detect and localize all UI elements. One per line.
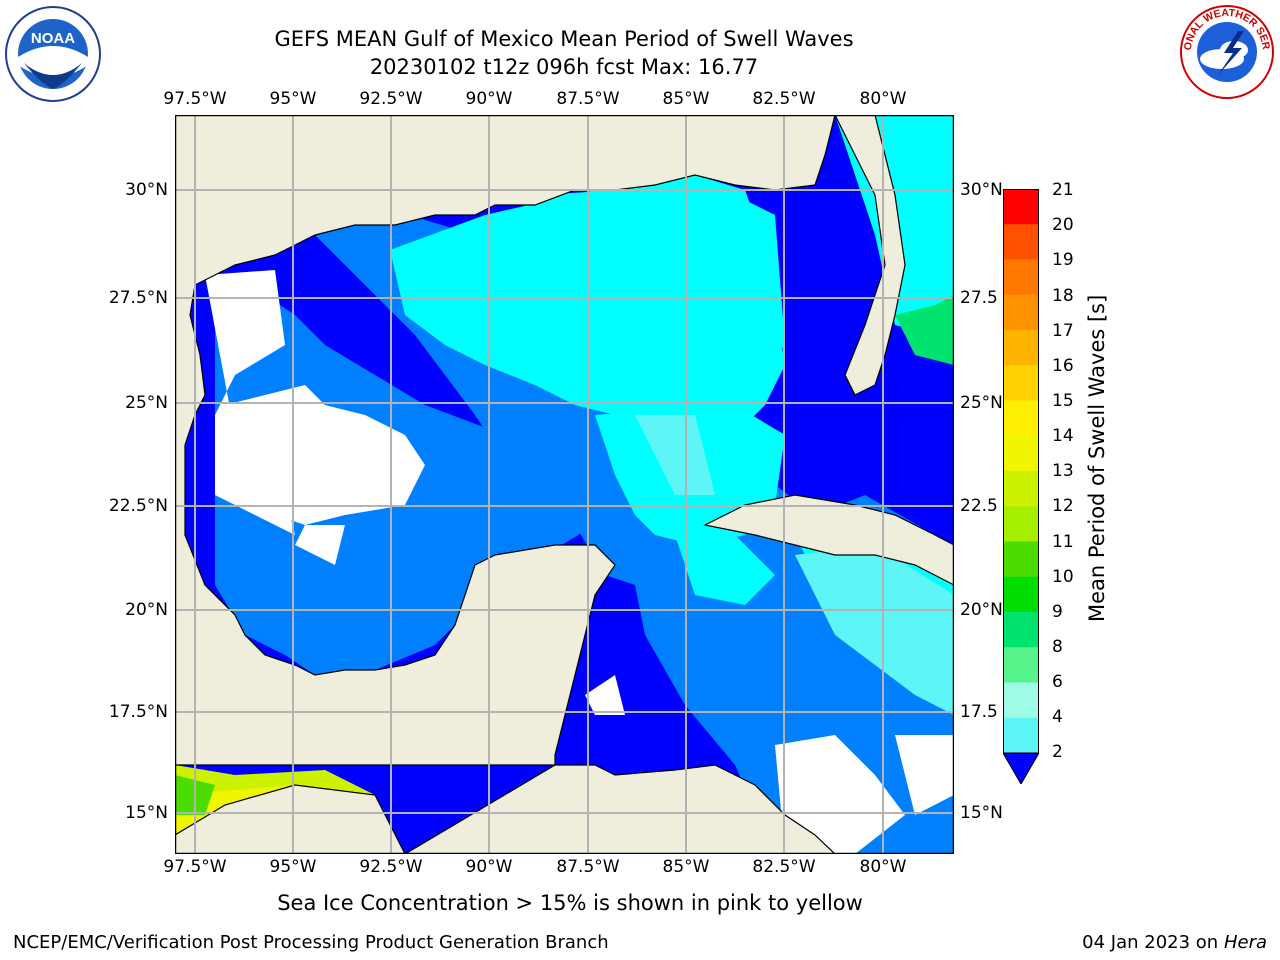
map-subtitle: 20230102 t12z 096h fcst Max: 16.77 (369, 55, 759, 79)
land-central-america (174, 764, 837, 855)
land-florida (834, 114, 906, 396)
lon-label-bottom: 97.5°W (163, 857, 227, 877)
colorbar-tick: 16 (1052, 356, 1074, 376)
colorbar-tick: 2 (1052, 742, 1063, 762)
colorbar-tick: 17 (1052, 321, 1074, 341)
noaa-logo-text: NOAA (31, 30, 75, 47)
lat-label-right: 20°N (960, 600, 1003, 620)
lat-label-left: 27.5°N (108, 288, 168, 308)
colorbar-segment (1003, 506, 1039, 542)
colorbar-tick: 15 (1052, 391, 1074, 411)
colorbar-extension (1002, 752, 1040, 785)
lon-label-top: 82.5°W (752, 89, 816, 109)
colorbar-tick: 8 (1052, 637, 1063, 657)
colorbar-segment (1003, 294, 1039, 331)
lon-label-bottom: 85°W (662, 857, 710, 877)
colorbar-segment (1003, 435, 1039, 472)
lat-label-left: 22.5°N (108, 496, 168, 516)
lon-label-top: 92.5°W (359, 89, 423, 109)
colorbar-tick: 18 (1052, 286, 1074, 306)
nws-logo: NATIONAL WEATHER SERVICE (1174, 0, 1276, 101)
map-svg (174, 114, 955, 855)
nodata-south-1 (775, 735, 905, 854)
map-frame (174, 114, 955, 855)
colorbar-tick: 13 (1052, 461, 1074, 481)
map-plot (174, 114, 955, 855)
lon-label-bottom: 92.5°W (359, 857, 423, 877)
footer-host: Hera (1223, 932, 1267, 953)
lon-label-top: 90°W (465, 89, 513, 109)
lon-label-top: 95°W (269, 89, 317, 109)
lon-label-bottom: 87.5°W (556, 857, 620, 877)
colorbar-segment (1003, 330, 1039, 366)
swell-4s-region-central (295, 205, 954, 854)
colorbar-segment (1003, 259, 1039, 296)
colorbar-segment (1003, 224, 1039, 260)
colorbar-tick: 9 (1052, 602, 1063, 622)
lat-label-left: 30°N (125, 180, 168, 200)
swell-10s-patch (895, 295, 954, 365)
map-gridlines (175, 115, 954, 854)
colorbar-tick: 10 (1052, 567, 1074, 587)
colorbar-label: Mean Period of Swell Waves [s] (1085, 294, 1109, 622)
colorbar (1002, 189, 1040, 785)
colorbar-tick: 14 (1052, 426, 1074, 446)
lon-label-top: 85°W (662, 89, 710, 109)
colorbar-segment (1003, 400, 1039, 437)
colorbar-tick: 20 (1052, 215, 1074, 235)
colorbar-tick: 6 (1052, 672, 1063, 692)
nodata-west-1 (205, 270, 295, 535)
colorbar-segment (1003, 471, 1039, 507)
lat-label-left: 20°N (125, 600, 168, 620)
lat-label-left: 25°N (125, 393, 168, 413)
colorbar-tick: 21 (1052, 180, 1074, 200)
colorbar-segment (1003, 576, 1039, 613)
lat-label-right: 22.5 (960, 496, 998, 516)
footer-credit: NCEP/EMC/Verification Post Processing Pr… (13, 932, 609, 953)
colorbar-frame (1003, 189, 1039, 754)
lat-label-right: 30°N (960, 180, 1003, 200)
colorbar-segment (1003, 612, 1039, 648)
colorbar-segment (1003, 647, 1039, 683)
footer-date-text: 04 Jan 2023 on (1082, 932, 1224, 953)
noaa-logo: NOAA (4, 5, 102, 103)
lat-label-right: 15°N (960, 803, 1003, 823)
swell-8s-streak (635, 415, 715, 495)
colorbar-tick: 4 (1052, 707, 1063, 727)
lon-label-top: 80°W (859, 89, 907, 109)
lon-label-top: 87.5°W (556, 89, 620, 109)
colorbar-svg (1002, 189, 1040, 785)
colorbar-segment (1003, 682, 1039, 719)
colorbar-tick: 12 (1052, 496, 1074, 516)
lon-label-bottom: 90°W (465, 857, 513, 877)
colorbar-segment (1003, 717, 1039, 754)
lat-label-right: 27.5 (960, 288, 998, 308)
lon-label-top: 97.5°W (163, 89, 227, 109)
lon-label-bottom: 82.5°W (752, 857, 816, 877)
footer-date: 04 Jan 2023 on Hera (1082, 932, 1267, 953)
colorbar-segment (1003, 541, 1039, 578)
sea-ice-caption: Sea Ice Concentration > 15% is shown in … (277, 891, 863, 915)
colorbar-tick: 11 (1052, 532, 1074, 552)
lat-label-left: 15°N (125, 803, 168, 823)
colorbar-segment (1003, 365, 1039, 401)
lat-label-right: 17.5 (960, 702, 998, 722)
lat-label-left: 17.5°N (108, 702, 168, 722)
map-title: GEFS MEAN Gulf of Mexico Mean Period of … (274, 27, 854, 51)
colorbar-segment (1003, 189, 1039, 225)
lat-label-right: 25°N (960, 393, 1003, 413)
lon-label-bottom: 80°W (859, 857, 907, 877)
nodata-west-2 (225, 385, 425, 525)
colorbar-tick: 19 (1052, 250, 1074, 270)
lon-label-bottom: 95°W (269, 857, 317, 877)
